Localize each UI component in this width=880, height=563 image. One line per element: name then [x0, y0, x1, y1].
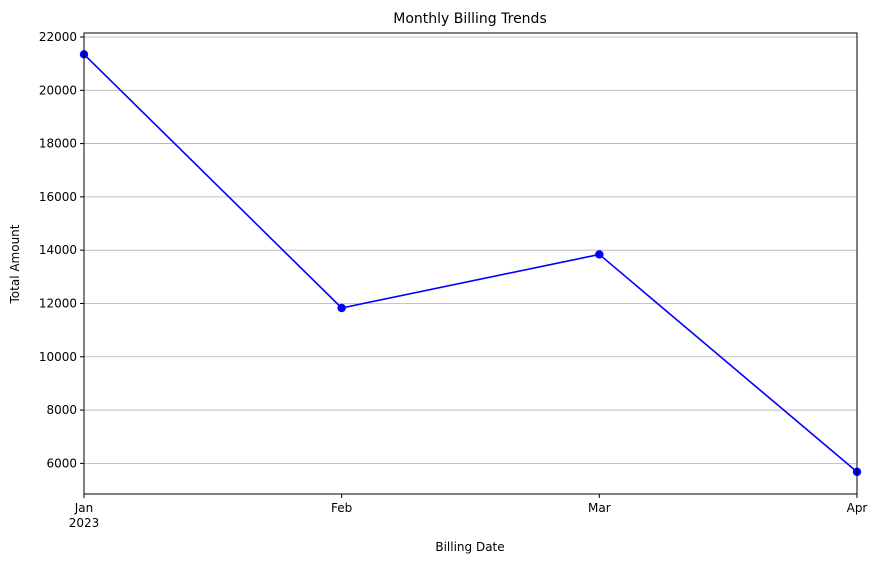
y-tick-label: 18000: [39, 137, 77, 151]
chart-title: Monthly Billing Trends: [393, 11, 547, 27]
y-axis-title: Total Amount: [8, 224, 22, 304]
y-tick-label: 16000: [39, 190, 77, 204]
y-tick-label: 6000: [46, 456, 77, 470]
data-point: [337, 303, 346, 313]
y-tick-label: 12000: [39, 296, 77, 310]
plot-frame: [83, 32, 858, 495]
x-tick-label: Apr: [847, 501, 868, 515]
data-point: [595, 250, 604, 259]
x-tick-label: Mar: [588, 501, 611, 515]
y-tick-label: 14000: [39, 243, 77, 257]
x-axis-title: Billing Date: [435, 540, 504, 554]
x-tick-sublabel: 2023: [69, 516, 100, 530]
x-tick-label: Jan: [74, 501, 94, 515]
y-tick-label: 22000: [39, 30, 77, 44]
y-tick-label: 10000: [39, 350, 77, 364]
x-tick-label: Feb: [331, 501, 352, 515]
series-lines: [83, 53, 858, 473]
y-tick-label: 8000: [46, 403, 77, 417]
y-axis-ticks: 6000 8000 10000 12000 14000 16000 18000 20000 22…: [39, 30, 84, 470]
y-tick-label: 20000: [39, 83, 77, 97]
series-line: [83, 53, 858, 473]
data-points: [79, 50, 862, 477]
grid-lines: [84, 36, 857, 464]
